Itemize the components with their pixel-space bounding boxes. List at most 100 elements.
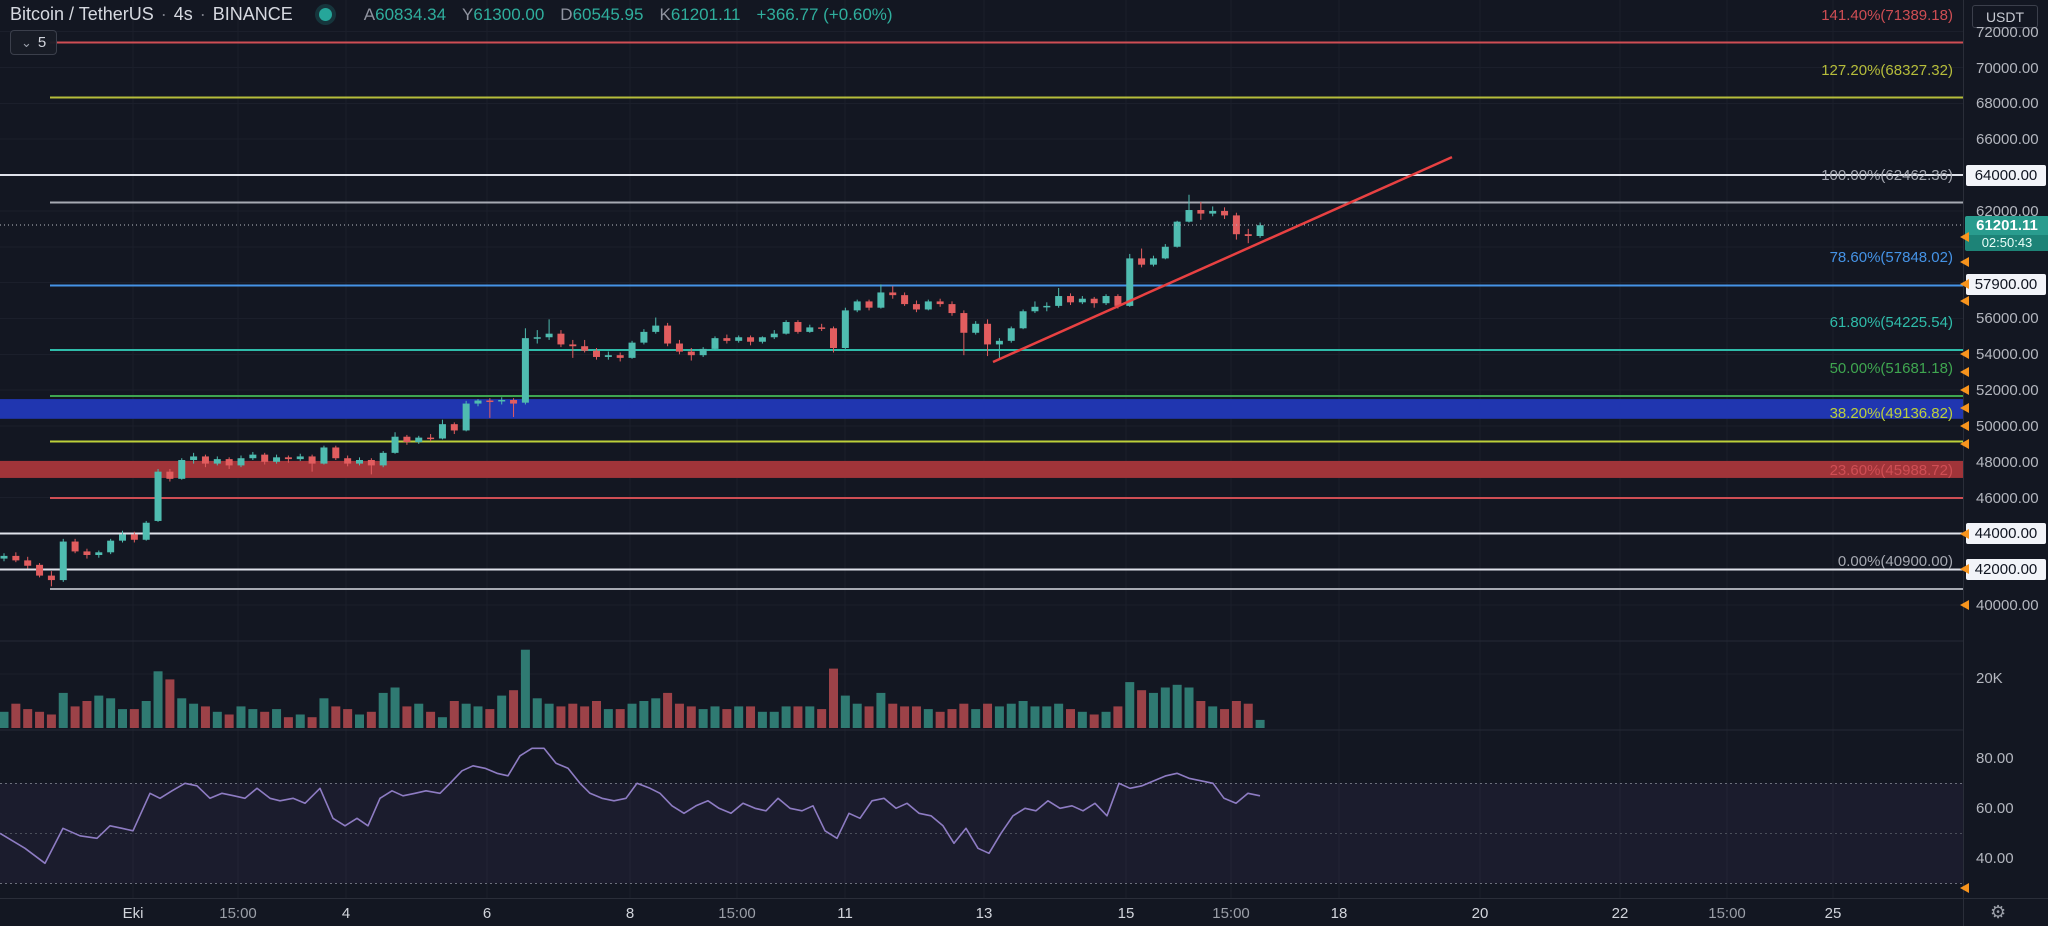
volume-bar — [485, 709, 495, 728]
candle-body — [687, 351, 695, 356]
candle-body — [284, 457, 292, 460]
volume-bar — [817, 709, 827, 728]
time-tick-label: 22 — [1611, 905, 1629, 922]
volume-bar — [1042, 706, 1052, 728]
candle-body — [95, 552, 103, 555]
alert-arrow-icon — [1960, 564, 1969, 574]
candle-body — [972, 323, 980, 333]
candle-body — [770, 333, 778, 338]
candle-body — [71, 541, 79, 552]
volume-bar — [1006, 703, 1016, 728]
candle-body — [415, 437, 423, 443]
candle-body — [438, 424, 446, 439]
alert-arrow-icon — [1960, 529, 1969, 539]
alert-arrow-icon — [1960, 439, 1969, 449]
volume-bar — [390, 687, 400, 728]
price-axis[interactable]: USDT 72000.00 70000.00 68000.00 66000.00 620… — [1960, 0, 2048, 898]
volume-bar — [426, 711, 436, 728]
symbol-name[interactable]: Bitcoin / TetherUS — [10, 4, 154, 24]
candle-body — [1078, 298, 1086, 303]
candle-body — [1221, 210, 1229, 216]
volume-bar — [153, 671, 163, 728]
candle-body — [604, 355, 612, 357]
candle-body — [569, 344, 577, 347]
candle-body — [628, 342, 636, 358]
candle-body — [652, 325, 660, 332]
volume-bar — [1101, 711, 1111, 728]
candle-body — [154, 471, 162, 521]
symbol-header[interactable]: Bitcoin / TetherUS · 4s · BINANCE A60834… — [10, 4, 893, 25]
time-tick-label: 15:00 — [219, 905, 257, 922]
candle-body — [1102, 296, 1110, 304]
volume-bar — [1018, 701, 1028, 728]
rsi-tick-label: 40.00 — [1976, 850, 2014, 868]
candle-body — [924, 301, 932, 310]
time-tick-label: 15:00 — [718, 905, 756, 922]
candle-body — [107, 540, 115, 553]
alert-arrow-icon — [1960, 367, 1969, 377]
volume-bar — [272, 709, 282, 728]
time-tick-label: 11 — [837, 905, 853, 922]
fib-level-label: 141.40%(71389.18) — [1821, 6, 1953, 24]
volume-bar — [983, 703, 993, 728]
candle-body — [711, 338, 719, 349]
candle-body — [1197, 210, 1205, 214]
volume-bar — [1160, 687, 1170, 728]
time-tick-label: 15:00 — [1708, 905, 1746, 922]
candle-body — [142, 522, 150, 540]
interval-label[interactable]: 4s — [173, 4, 193, 24]
candle-body — [367, 460, 375, 466]
candle-body — [1007, 328, 1015, 341]
candle-body — [36, 564, 44, 576]
volume-bar — [698, 709, 708, 728]
rsi-tick-label: 80.00 — [1976, 750, 2014, 768]
volume-bar — [1184, 687, 1194, 728]
time-axis[interactable]: Eki 15:00 4 6 8 15:00 11 13 15 15:00 18 20 22 15:00 25… — [0, 898, 2048, 926]
volume-bar — [94, 695, 104, 728]
volume-bar — [1125, 682, 1135, 728]
volume-bar — [603, 709, 613, 728]
volume-bar — [224, 714, 234, 728]
volume-bar — [674, 703, 684, 728]
candle-body — [841, 310, 849, 349]
time-tick-label: 15:00 — [1212, 905, 1250, 922]
rsi-line — [0, 747, 1261, 865]
time-tick-label: 18 — [1330, 905, 1348, 922]
volume-bar — [402, 706, 412, 728]
currency-toggle-usdt[interactable]: USDT — [1972, 5, 2038, 28]
candle-body — [130, 534, 138, 540]
volume-bar — [129, 709, 139, 728]
candle-body — [936, 301, 944, 305]
indicators-collapse-button[interactable]: ⌄ 5 — [10, 30, 58, 55]
price-tick-label: 70000.00 — [1976, 59, 2039, 77]
candle-body — [510, 399, 518, 404]
volume-bar — [639, 701, 649, 728]
axis-settings-gear-icon[interactable]: ⚙ — [1990, 902, 2007, 922]
candle-body — [758, 337, 766, 342]
candle-body — [877, 292, 885, 308]
candle-body — [190, 456, 198, 461]
volume-bar — [959, 703, 969, 728]
volume-bar — [1196, 701, 1206, 728]
volume-bar — [900, 706, 910, 728]
fib-level-label: 61.80%(54225.54) — [1829, 314, 1953, 332]
candle-body — [1126, 258, 1134, 306]
volume-bar — [319, 698, 329, 728]
price-line-label: 44000.00 — [1966, 522, 2046, 544]
volume-bar — [295, 714, 305, 728]
candle-body — [1055, 296, 1063, 306]
volume-bar — [355, 714, 364, 728]
exchange-label: BINANCE — [212, 4, 293, 24]
price-tick-label: 40000.00 — [1976, 597, 2039, 615]
volume-bar — [935, 711, 945, 728]
alert-arrow-icon — [1960, 349, 1969, 359]
price-tick-label: 68000.00 — [1976, 95, 2039, 113]
alert-arrow-icon — [1960, 883, 1969, 893]
time-tick-label: Eki — [122, 905, 144, 922]
volume-bar — [35, 711, 45, 728]
volume-bar — [497, 695, 507, 728]
volume-bar — [852, 703, 862, 728]
volume-bar — [1148, 692, 1158, 728]
volume-bar — [888, 703, 898, 728]
